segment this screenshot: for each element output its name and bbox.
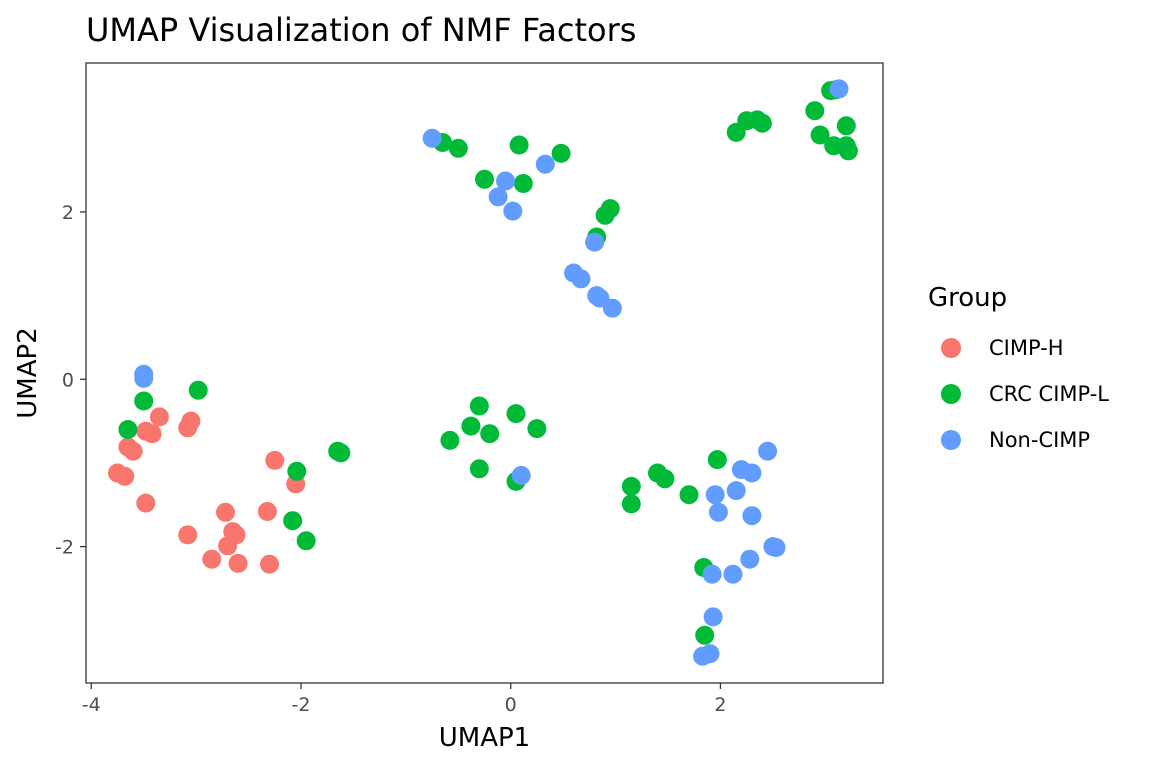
point-crc-cimp-l <box>506 404 526 424</box>
point-crc-cimp-l <box>527 419 547 439</box>
point-crc-cimp-l <box>600 199 620 219</box>
point-cimp-h <box>178 525 198 545</box>
point-cimp-h <box>202 549 222 569</box>
legend-key <box>941 338 961 358</box>
point-crc-cimp-l <box>707 450 727 470</box>
point-crc-cimp-l <box>679 485 699 505</box>
point-cimp-h <box>115 466 135 486</box>
point-cimp-h <box>260 554 279 574</box>
point-crc-cimp-l <box>551 143 571 163</box>
point-non-cimp <box>723 564 743 584</box>
point-non-cimp <box>602 298 622 318</box>
point-non-cimp <box>758 441 778 461</box>
point-non-cimp <box>422 128 442 148</box>
legend-label: CIMP-H <box>989 336 1064 360</box>
point-crc-cimp-l <box>621 476 641 496</box>
point-crc-cimp-l <box>655 469 675 489</box>
point-crc-cimp-l <box>296 531 316 551</box>
point-non-cimp <box>705 485 725 505</box>
point-crc-cimp-l <box>461 416 481 436</box>
point-non-cimp <box>702 564 722 584</box>
legend-label: Non-CIMP <box>989 428 1090 452</box>
point-crc-cimp-l <box>695 625 715 645</box>
point-crc-cimp-l <box>287 461 307 481</box>
point-crc-cimp-l <box>118 420 138 439</box>
point-cimp-h <box>136 493 156 513</box>
y-tick-label: 0 <box>62 369 74 391</box>
point-non-cimp <box>511 466 531 485</box>
x-axis-label: UMAP1 <box>439 723 530 753</box>
point-non-cimp <box>726 481 746 501</box>
point-cimp-h <box>226 525 246 545</box>
point-crc-cimp-l <box>509 135 529 155</box>
point-cimp-h <box>216 502 235 522</box>
point-crc-cimp-l <box>475 169 494 189</box>
point-crc-cimp-l <box>440 430 460 450</box>
point-non-cimp <box>134 368 154 388</box>
point-non-cimp <box>742 463 762 483</box>
point-crc-cimp-l <box>805 101 825 121</box>
x-tick-label: 2 <box>714 694 726 716</box>
point-non-cimp <box>488 187 508 207</box>
y-tick-label: -2 <box>55 537 74 559</box>
point-cimp-h <box>228 553 248 573</box>
point-non-cimp <box>740 549 760 569</box>
point-non-cimp <box>829 79 849 99</box>
point-crc-cimp-l <box>836 116 856 136</box>
plot-panel-border <box>85 62 884 684</box>
point-non-cimp <box>571 269 591 289</box>
point-crc-cimp-l <box>469 396 489 416</box>
points-layer <box>108 79 858 666</box>
point-cimp-h <box>142 424 162 444</box>
x-tick-label: -4 <box>82 694 101 716</box>
y-axis-label: UMAP2 <box>13 327 43 418</box>
point-non-cimp <box>742 506 762 526</box>
point-non-cimp <box>703 607 723 627</box>
point-cimp-h <box>149 407 169 427</box>
legend-key <box>941 384 961 404</box>
point-non-cimp <box>535 154 555 174</box>
x-tick-label: -2 <box>292 694 311 716</box>
point-non-cimp <box>585 232 605 252</box>
point-crc-cimp-l <box>838 141 858 161</box>
point-crc-cimp-l <box>621 494 641 514</box>
point-crc-cimp-l <box>283 511 303 531</box>
point-crc-cimp-l <box>331 443 351 463</box>
y-tick-label: 2 <box>62 202 74 224</box>
point-non-cimp <box>766 538 786 557</box>
legend-label: CRC CIMP-L <box>989 382 1109 406</box>
x-axis: -4 -2 0 2 <box>82 683 727 716</box>
point-non-cimp <box>693 646 713 666</box>
point-non-cimp <box>496 171 515 191</box>
point-crc-cimp-l <box>188 380 208 400</box>
chart-title: UMAP Visualization of NMF Factors <box>86 11 636 49</box>
point-crc-cimp-l <box>480 424 500 444</box>
point-crc-cimp-l <box>752 113 772 133</box>
legend: Group CIMP-H CRC CIMP-L Non-CIMP <box>928 283 1109 452</box>
point-crc-cimp-l <box>810 125 830 145</box>
point-crc-cimp-l <box>513 174 533 193</box>
legend-title: Group <box>928 283 1007 313</box>
point-crc-cimp-l <box>448 138 468 158</box>
point-cimp-h <box>181 411 201 431</box>
point-crc-cimp-l <box>134 391 154 411</box>
point-cimp-h <box>123 441 143 461</box>
point-crc-cimp-l <box>469 459 489 479</box>
point-cimp-h <box>257 502 277 521</box>
y-axis: -2 0 2 <box>55 202 86 559</box>
point-non-cimp <box>503 201 523 221</box>
point-cimp-h <box>265 450 285 470</box>
point-non-cimp <box>708 502 728 522</box>
x-tick-label: 0 <box>505 694 517 716</box>
legend-key <box>941 430 961 450</box>
